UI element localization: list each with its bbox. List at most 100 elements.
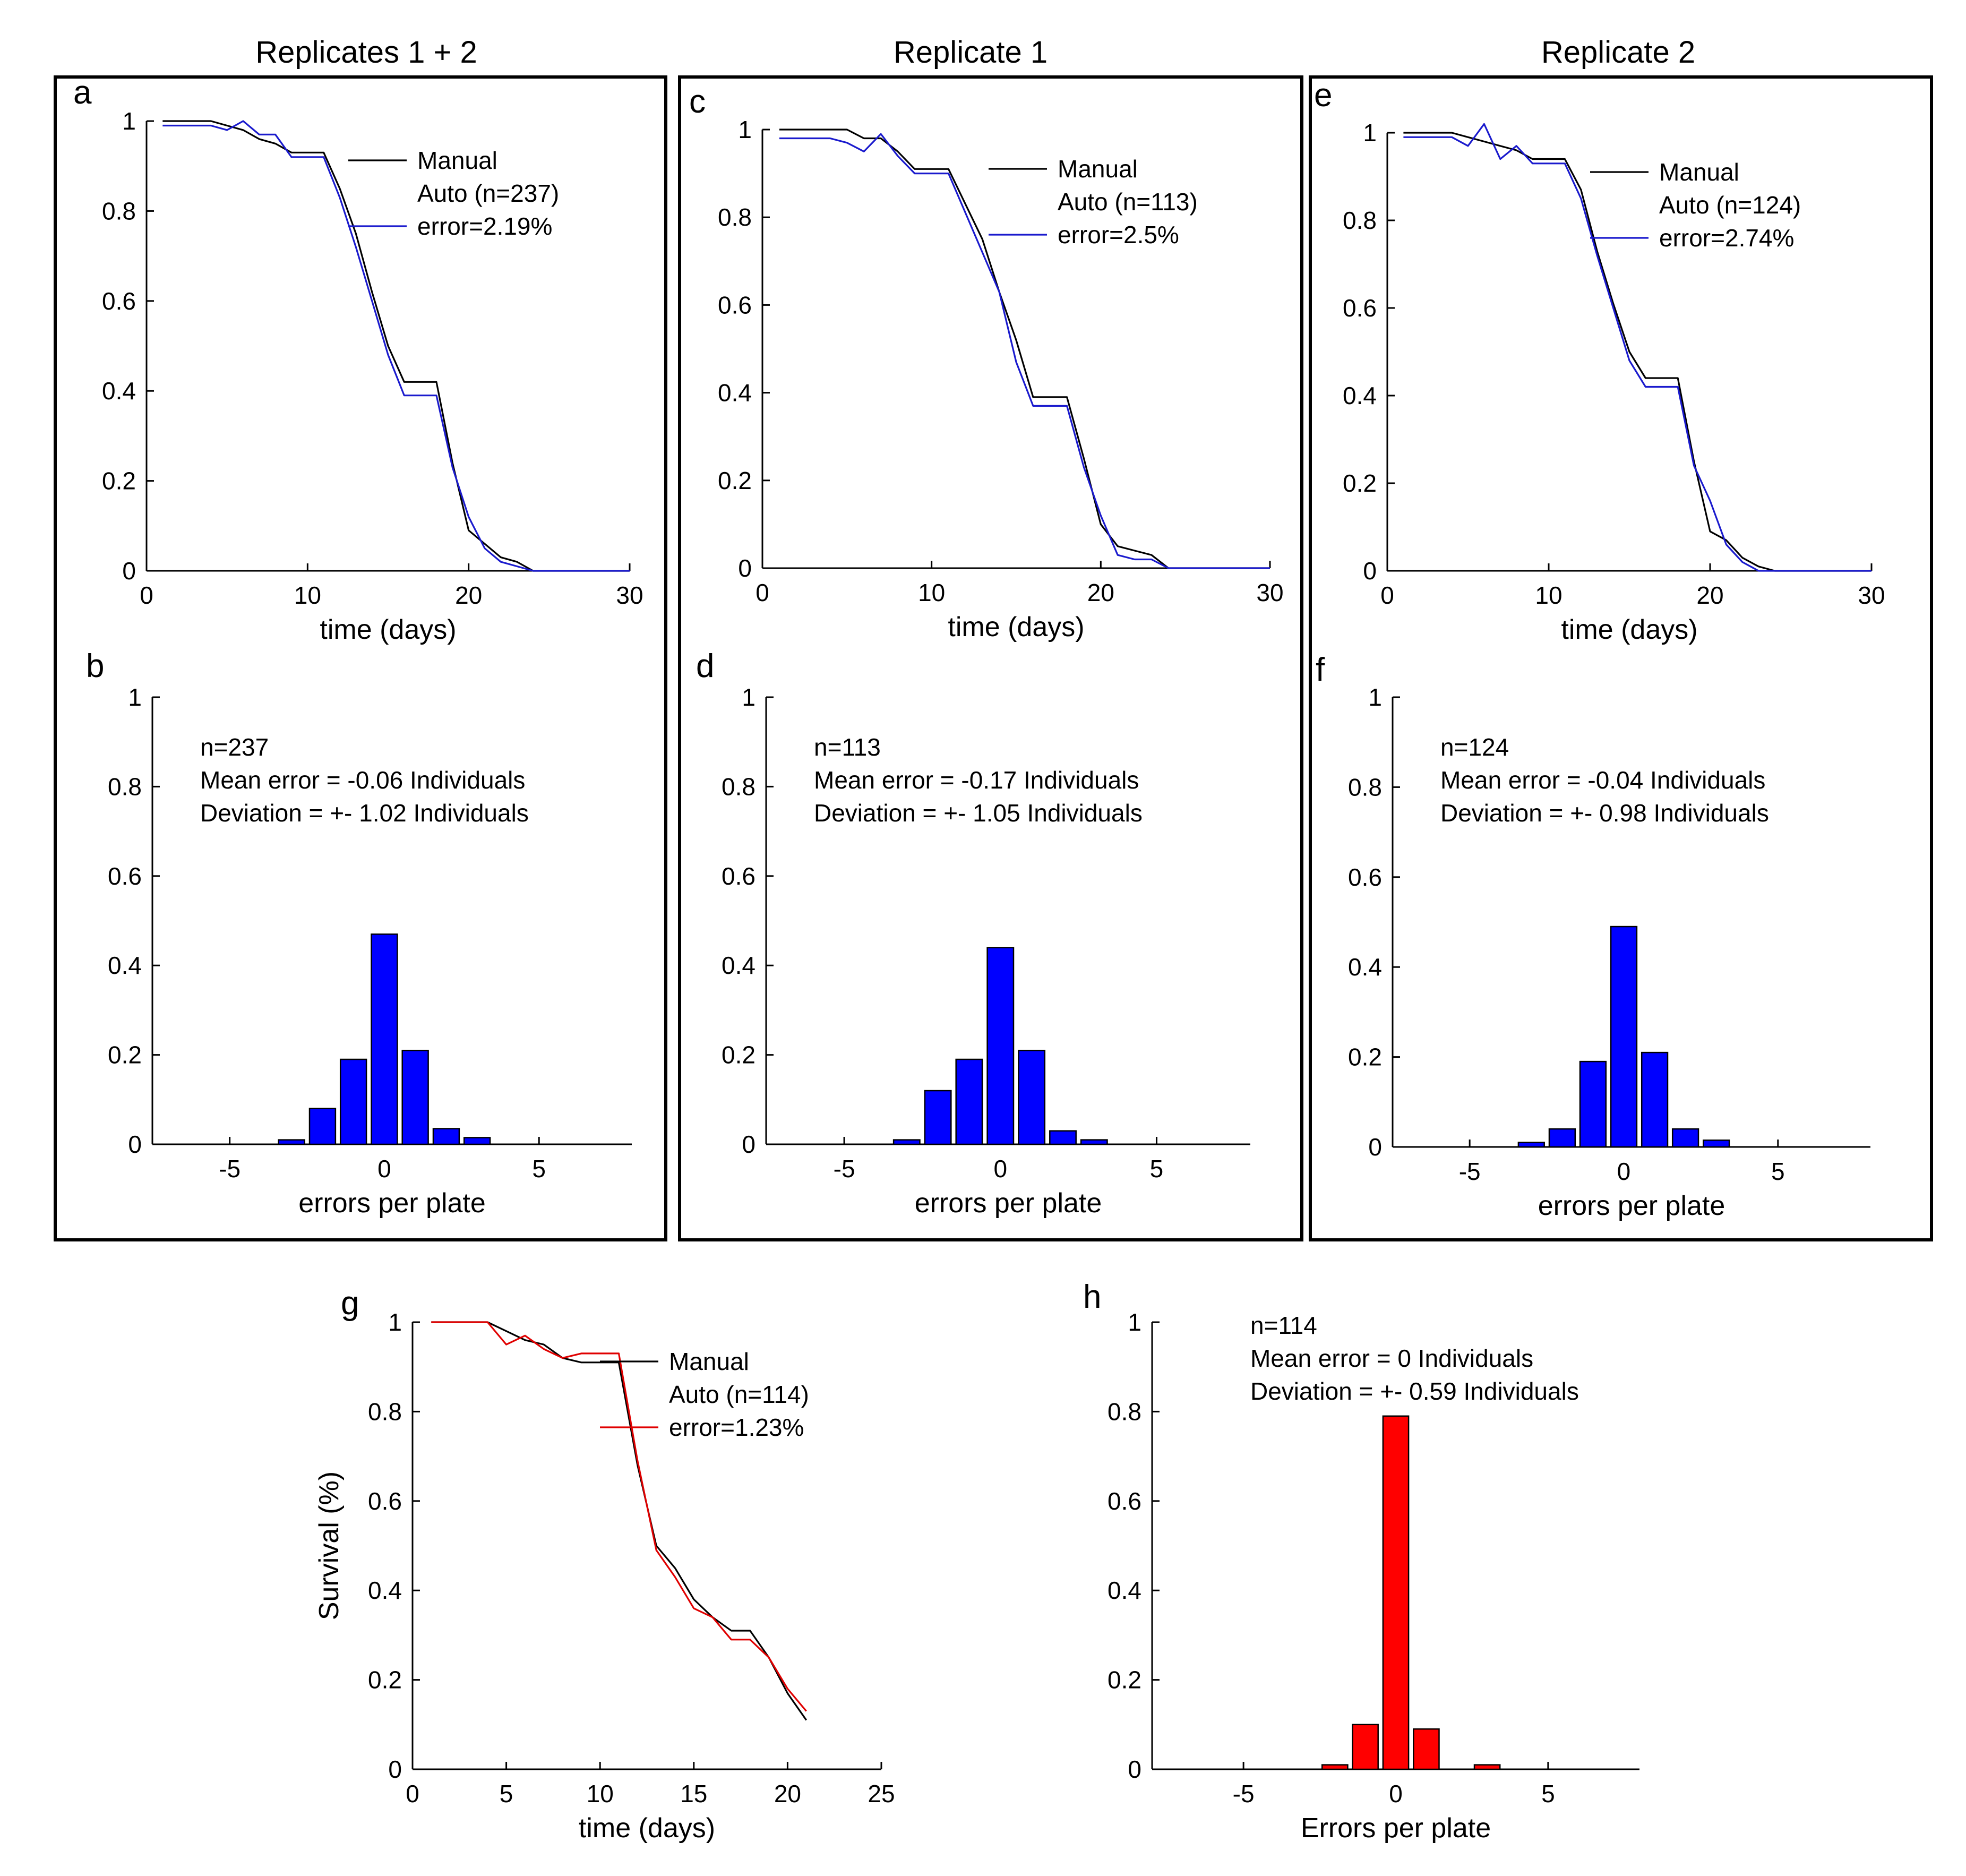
y-tick-label-e: 0.8 (1343, 207, 1377, 234)
x-tick-label-g: 15 (680, 1780, 707, 1808)
x-axis-label-f: errors per plate (1538, 1190, 1725, 1221)
annotation-d: Deviation = +- 1.05 Individuals (814, 799, 1143, 827)
bar-b (308, 1108, 337, 1145)
bar-h (1413, 1728, 1440, 1770)
x-tick-label-e: 20 (1696, 581, 1723, 609)
y-tick-label-g: 0.4 (368, 1577, 402, 1604)
annotation-h: Mean error = 0 Individuals (1250, 1344, 1533, 1372)
bar-d (1049, 1130, 1077, 1145)
bar-b (432, 1128, 460, 1145)
x-tick-label-b: 0 (377, 1155, 391, 1183)
legend-entry-a: Auto (n=237) (417, 179, 559, 207)
column-heading-replicates-1-2: Replicates 1 + 2 (255, 35, 477, 70)
y-tick-label-d: 1 (742, 683, 756, 711)
bar-b (278, 1139, 305, 1145)
annotation-h: n=114 (1250, 1312, 1317, 1339)
legend-entry-c: Auto (n=113) (1058, 188, 1198, 216)
x-axis-label-c: time (days) (948, 612, 1084, 643)
panel-h: h 0 0.2 0.4 0.6 0.8 1 -5 0 5 Errors per plate n=114… (1083, 1279, 1639, 1844)
annotation-b: n=237 (200, 733, 269, 761)
annotation-d: n=113 (814, 733, 881, 761)
x-tick-label-c: 10 (918, 579, 945, 606)
x-tick-label-e: 30 (1858, 581, 1885, 609)
bar-f (1671, 1128, 1699, 1148)
series-line-manual-g (431, 1321, 808, 1721)
panel-b: b 0 0.2 0.4 0.6 0.8 1 -5 0 5 errors per plate n=237… (86, 648, 632, 1219)
y-tick-label-f: 1 (1368, 683, 1382, 711)
panel-label-g: g (341, 1285, 359, 1322)
panel-label-e: e (1314, 77, 1332, 114)
y-tick-label-g: 0.2 (368, 1666, 402, 1694)
y-tick-label-b: 0.8 (108, 773, 142, 800)
legend-entry-e: Manual (1659, 158, 1739, 186)
x-tick-label-h: 5 (1541, 1780, 1555, 1808)
y-tick-label-f: 0.8 (1348, 773, 1382, 801)
series-line-auto-e (1403, 123, 1871, 572)
y-tick-label-g: 0.8 (368, 1398, 402, 1425)
bar-f (1703, 1140, 1730, 1148)
x-axis-label-d: errors per plate (915, 1188, 1102, 1219)
y-tick-label-e: 0 (1363, 557, 1377, 585)
x-tick-label-d: 5 (1150, 1155, 1164, 1183)
x-tick-label-e: 0 (1380, 581, 1394, 609)
legend-entry-c: error=2.5% (1058, 221, 1179, 249)
y-tick-label-d: 0.8 (722, 773, 756, 800)
y-tick-label-c: 1 (738, 116, 752, 143)
y-tick-label-h: 0.8 (1108, 1398, 1141, 1425)
y-tick-label-g: 0 (388, 1755, 402, 1783)
column-heading-replicate-1: Replicate 1 (894, 35, 1048, 70)
y-tick-label-a: 1 (122, 107, 136, 135)
y-tick-label-d: 0.2 (722, 1041, 756, 1069)
bar-b (401, 1049, 429, 1145)
bar-h (1321, 1764, 1349, 1770)
legend-entry-g: Manual (669, 1348, 749, 1375)
y-tick-label-c: 0.4 (718, 379, 752, 407)
column-heading-replicate-2: Replicate 2 (1541, 35, 1695, 70)
legend-entry-e: Auto (n=124) (1659, 191, 1801, 219)
x-axis-label-g: time (days) (579, 1813, 715, 1844)
panel-label-b: b (86, 648, 104, 684)
panel-label-a: a (73, 74, 92, 111)
annotation-b: Deviation = +- 1.02 Individuals (200, 799, 529, 827)
y-tick-label-a: 0.6 (102, 287, 136, 315)
x-tick-label-f: 0 (1617, 1158, 1631, 1185)
x-tick-label-g: 5 (500, 1780, 513, 1808)
x-tick-label-a: 20 (455, 581, 482, 609)
panel-f: f 0 0.2 0.4 0.6 0.8 1 -5 0 5 errors per plate n=124… (1316, 652, 1870, 1221)
bar-d (1018, 1049, 1046, 1145)
x-tick-label-a: 30 (616, 581, 643, 609)
legend-entry-g: Auto (n=114) (669, 1381, 809, 1408)
x-tick-label-d: 0 (993, 1155, 1007, 1183)
bar-b (463, 1137, 491, 1145)
y-tick-label-d: 0 (742, 1130, 756, 1158)
x-tick-label-c: 20 (1087, 579, 1114, 606)
y-tick-label-e: 0.6 (1343, 294, 1377, 322)
x-tick-label-c: 30 (1256, 579, 1283, 606)
x-tick-label-f: -5 (1459, 1158, 1481, 1185)
bar-f (1548, 1128, 1576, 1148)
bar-d (955, 1058, 983, 1145)
y-tick-label-e: 1 (1363, 119, 1377, 147)
x-axis-label-b: errors per plate (298, 1188, 486, 1219)
y-tick-label-b: 0 (128, 1130, 142, 1158)
y-tick-label-b: 0.6 (108, 862, 142, 890)
y-tick-label-h: 0.4 (1108, 1577, 1141, 1604)
bar-d (892, 1139, 921, 1145)
annotation-d: Mean error = -0.17 Individuals (814, 766, 1139, 794)
y-tick-label-a: 0.8 (102, 197, 136, 225)
bar-h (1352, 1724, 1379, 1770)
column-frame-replicate-1 (678, 75, 1303, 1241)
annotation-h: Deviation = +- 0.59 Individuals (1250, 1377, 1579, 1405)
y-tick-label-c: 0.8 (718, 203, 752, 231)
column-frame-replicates-1-2 (54, 75, 667, 1241)
x-tick-label-a: 0 (140, 581, 153, 609)
x-axis-label-a: time (days) (320, 614, 456, 645)
x-axis-label-h: Errors per plate (1301, 1813, 1491, 1844)
annotation-f: n=124 (1440, 733, 1509, 761)
y-tick-label-h: 1 (1128, 1308, 1141, 1336)
panel-d: d 0 0.2 0.4 0.6 0.8 1 -5 0 5 errors per plate n=113… (696, 648, 1250, 1219)
y-tick-label-c: 0.2 (718, 467, 752, 494)
